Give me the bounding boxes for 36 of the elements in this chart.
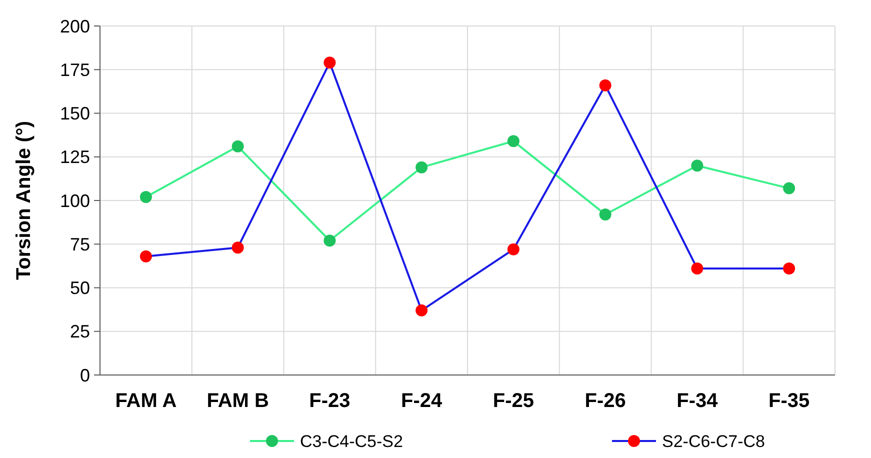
point (507, 243, 520, 256)
x-tick-label: F-26 (584, 390, 626, 412)
point (416, 161, 428, 174)
y-tick-label: 150 (60, 104, 90, 124)
y-tick-label: 25 (70, 322, 90, 342)
y-tick-label: 0 (80, 365, 90, 386)
x-tick-label: F-24 (401, 390, 443, 412)
point (232, 242, 244, 254)
point (691, 160, 704, 172)
x-tick-label: FAM B (206, 390, 269, 412)
y-tick-label: 50 (70, 278, 90, 298)
y-axis-title: Torsion Angle (°) (13, 120, 35, 280)
y-tick-label: 75 (70, 234, 90, 254)
legend-label: C3-C4-C5-S2 (300, 432, 403, 451)
point (232, 140, 244, 152)
point (324, 56, 336, 69)
point (599, 79, 612, 92)
point (140, 250, 152, 262)
x-tick-label: FAM A (115, 390, 177, 412)
point (783, 262, 796, 275)
x-tick-label: F-25 (492, 390, 534, 412)
point (691, 262, 704, 275)
legend-label: S2-C6-C7-C8 (662, 432, 765, 451)
x-tick-label: F-23 (309, 390, 350, 412)
point (599, 208, 612, 220)
x-tick-label: F-35 (768, 390, 810, 412)
y-tick-label: 125 (60, 147, 90, 168)
y-tick-label: 100 (60, 190, 90, 211)
point (140, 191, 152, 204)
point (416, 304, 428, 316)
point (324, 234, 336, 247)
y-tick-label: 175 (60, 60, 90, 80)
y-tick-label: 200 (60, 16, 90, 36)
x-tick-label: F-34 (676, 390, 719, 412)
point (507, 135, 520, 148)
point (783, 182, 796, 194)
